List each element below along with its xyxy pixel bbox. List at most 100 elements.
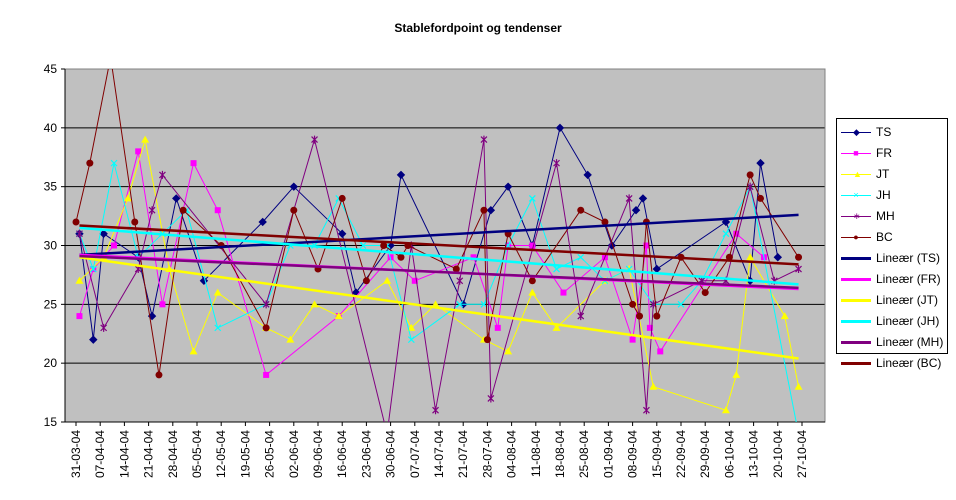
data-point: [432, 406, 439, 415]
legend-marker: ∗: [853, 210, 861, 221]
data-point: [528, 288, 537, 296]
data-point: [643, 242, 650, 249]
data-point: [480, 135, 488, 144]
data-point: [159, 170, 166, 179]
data-point: [733, 230, 740, 237]
legend-item: ◆ TS: [837, 121, 947, 142]
data-point: [359, 242, 367, 249]
data-point: [179, 206, 187, 214]
x-tick-label: 07-04-04: [93, 430, 107, 478]
data-point: [383, 276, 392, 284]
data-point: [629, 300, 637, 308]
data-point: [643, 406, 650, 415]
data-point: [214, 207, 221, 214]
data-point: [337, 229, 347, 238]
x-tick-label: 22-09-04: [674, 430, 688, 478]
data-point: [123, 194, 132, 202]
x-tick-label: 27-10-04: [795, 430, 809, 478]
legend-label: BC: [876, 229, 893, 244]
trendline: [79, 254, 799, 290]
data-point: [172, 194, 181, 203]
legend-marker: ▲: [853, 168, 862, 179]
x-tick-label: 28-07-04: [480, 430, 494, 478]
legend-label: FR: [876, 145, 892, 160]
data-point: [131, 218, 139, 226]
legend-label: Lineær (JH): [876, 313, 940, 328]
data-point: [141, 135, 150, 143]
legend-line: [841, 173, 871, 175]
x-tick-label: 07-07-04: [408, 430, 422, 478]
legend-item: Lineær (JH): [837, 310, 947, 331]
legend-line: [841, 340, 871, 344]
data-point: [503, 182, 513, 191]
legend-swatch: [841, 294, 871, 306]
legend-swatch: ■: [841, 147, 871, 159]
legend-swatch: ×: [841, 189, 871, 201]
data-point: [701, 289, 709, 297]
data-point: [504, 347, 513, 355]
legend-label: Lineær (TS): [876, 250, 941, 265]
data-point: [213, 288, 222, 296]
data-point: [486, 205, 496, 215]
data-point: [794, 382, 803, 390]
data-point: [653, 312, 661, 320]
x-tick-label: 21-07-04: [456, 430, 470, 478]
data-point: [262, 300, 270, 309]
data-point: [338, 194, 346, 202]
data-point: [456, 276, 464, 285]
x-tick-label: 29-09-04: [698, 430, 712, 478]
data-point: [583, 170, 592, 180]
legend-label: JH: [876, 187, 891, 202]
data-point: [746, 253, 755, 261]
y-tick-label: 35: [44, 180, 58, 194]
data-point: [89, 335, 98, 344]
data-point: [638, 194, 648, 203]
data-point: [528, 277, 536, 285]
data-point: [111, 242, 118, 249]
legend: ◆ TS ■ FR ▲ JT × JH ∗ MH ● BC Lineær (TS) Lineær (FR)…: [836, 118, 948, 370]
x-tick-label: 06-10-04: [722, 430, 736, 478]
x-tick-labels: 31-03-04 07-04-04 14-04-04 21-04-04 28-04-04…: [69, 430, 809, 478]
data-point: [396, 170, 406, 180]
data-point: [159, 301, 166, 308]
data-point: [100, 323, 108, 332]
trendlines-group: [79, 213, 799, 360]
x-tick-label: 19-05-04: [238, 430, 252, 478]
data-point: [773, 253, 783, 262]
trendline: [79, 213, 799, 257]
data-point: [757, 194, 765, 202]
data-point: [190, 160, 197, 167]
data-point: [646, 324, 653, 331]
x-tick-label: 15-09-04: [650, 430, 664, 478]
data-point: [99, 229, 108, 238]
data-point: [362, 277, 370, 285]
data-point: [577, 312, 585, 321]
data-point: [76, 313, 83, 320]
legend-swatch: [841, 252, 871, 264]
legend-item: ■ FR: [837, 142, 947, 163]
x-tick-label: 18-08-04: [553, 430, 567, 478]
legend-swatch: ◆: [841, 126, 871, 138]
legend-line: [841, 319, 871, 323]
legend-item: ∗ MH: [837, 205, 947, 226]
data-point: [677, 300, 685, 308]
legend-item: Lineær (JT): [837, 289, 947, 310]
legend-item: Lineær (TS): [837, 247, 947, 268]
legend-line: [841, 215, 871, 217]
legend-line: [841, 298, 871, 302]
trendline: [79, 226, 799, 286]
data-point: [494, 324, 501, 331]
data-point: [189, 347, 198, 355]
data-point: [380, 242, 388, 249]
legend-line: [841, 361, 871, 365]
x-tick-label: 26-05-04: [263, 430, 277, 478]
series-line: [75, 69, 799, 375]
legend-swatch: ▲: [841, 168, 871, 180]
y-tick-label: 30: [44, 239, 58, 253]
data-point: [456, 300, 464, 308]
y-tick-labels: 15 20 25 30 35 40 45: [44, 62, 58, 429]
data-point: [795, 265, 802, 274]
data-point: [135, 148, 142, 155]
legend-label: Lineær (FR): [876, 271, 941, 286]
